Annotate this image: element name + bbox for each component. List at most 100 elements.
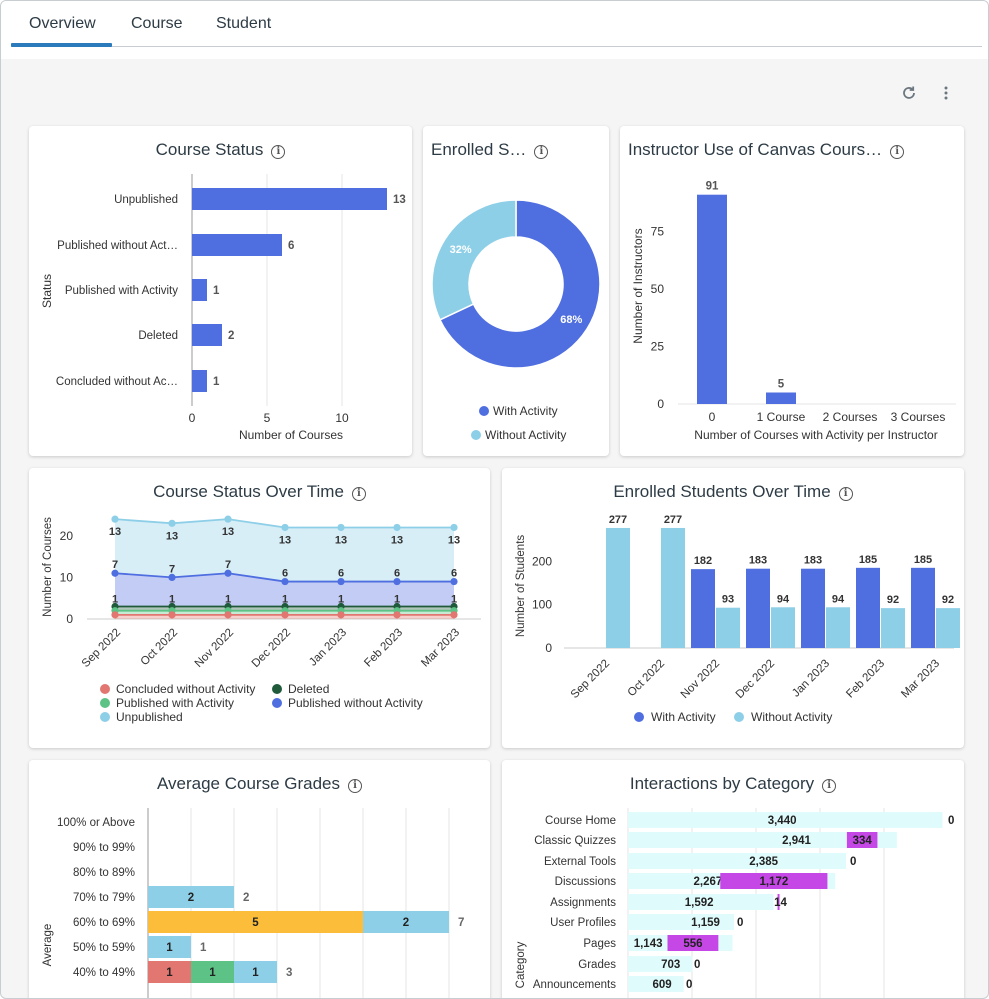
y-tick-label: 0 [66, 612, 73, 626]
series-point [337, 611, 345, 619]
x-tick-label: 1 Course [757, 410, 806, 424]
data-label: 1 [213, 285, 220, 297]
info-icon[interactable]: i [534, 145, 549, 159]
data-label: 13 [166, 530, 178, 542]
data-label: 7 [112, 559, 118, 571]
y-tick-label: 75 [651, 225, 665, 239]
bar [826, 607, 850, 648]
legend-label: Unpublished [116, 710, 183, 724]
category-label: Concluded without Ac… [56, 376, 178, 388]
bar [628, 832, 897, 848]
bar [911, 567, 935, 648]
category-label: Classic Quizzes [534, 835, 616, 847]
data-label: 13 [448, 534, 460, 546]
series-point [168, 573, 176, 581]
course-status-title: Course Status i [29, 140, 412, 160]
tab-course[interactable]: Course [131, 15, 183, 32]
x-tick-label: Sep 2022 [80, 627, 123, 670]
x-tick-label: Nov 2022 [679, 658, 722, 701]
category-label: Unpublished [114, 194, 178, 206]
info-icon[interactable]: i [348, 779, 362, 793]
bar [628, 853, 847, 869]
info-icon[interactable]: i [890, 145, 905, 159]
y-tick-label: 10 [60, 570, 74, 584]
category-label: 70% to 79% [73, 892, 135, 904]
data-label: 2,941 [782, 835, 811, 847]
legend-label: With Activity [493, 404, 558, 418]
data-label: 1 [394, 594, 400, 606]
x-tick-label: Mar 2023 [419, 627, 462, 670]
x-axis-title: Number of Courses [239, 428, 343, 442]
refresh-icon[interactable] [900, 85, 918, 103]
bar [746, 568, 770, 648]
x-tick-label: 2 Courses [823, 410, 878, 424]
bar [801, 568, 825, 648]
series-point [168, 519, 176, 527]
series-point [111, 569, 119, 577]
data-label: 91 [706, 181, 719, 193]
status-over-time-card: Course Status Over Time i 0 10 20 1 1 1 1 1 1 1 7 7 7… [29, 468, 490, 748]
info-icon[interactable]: i [271, 145, 286, 159]
slice-label: 68% [560, 314, 582, 326]
data-label: 2 [188, 892, 194, 904]
legend-marker [634, 712, 644, 722]
data-label: 1,159 [691, 917, 720, 929]
data-label: 1,592 [685, 897, 714, 909]
tab-student[interactable]: Student [216, 15, 272, 32]
data-label: 185 [859, 554, 877, 566]
x-tick-label: Feb 2023 [362, 627, 405, 670]
donut-slice [431, 199, 517, 321]
bar [716, 607, 740, 648]
bar [628, 914, 734, 930]
data-label: 277 [609, 514, 627, 526]
category-label: Pages [583, 938, 616, 950]
legend-label: Concluded without Activity [116, 682, 255, 696]
data-label: 13 [279, 534, 291, 546]
y-axis-title: Status [40, 274, 54, 308]
y-tick-label: 20 [60, 529, 74, 543]
bar [628, 894, 774, 910]
bar [628, 976, 684, 992]
series-point [337, 523, 345, 532]
category-label: Deleted [138, 330, 178, 342]
y-axis-title: Category [515, 941, 527, 988]
data-label: 92 [887, 594, 899, 606]
donut-slice [438, 199, 601, 369]
series-point [168, 611, 176, 619]
more-vertical-icon[interactable] [937, 85, 955, 103]
data-label: 94 [777, 593, 790, 605]
data-label: 13 [222, 526, 234, 538]
legend-marker [100, 712, 110, 722]
bar [628, 956, 693, 972]
bar [234, 961, 277, 983]
legend-marker [479, 406, 489, 416]
data-label: 6 [451, 568, 457, 580]
series-point [111, 611, 119, 619]
interactions-chart: Course Home 3,440 0 Classic Quizzes 2,941 334… [515, 808, 954, 998]
info-icon[interactable]: i [822, 779, 837, 793]
info-icon[interactable]: i [351, 487, 366, 501]
data-label: 13 [109, 526, 121, 538]
tab-active-indicator [11, 43, 112, 47]
legend-label: Deleted [288, 682, 329, 696]
data-label: 1 [209, 967, 216, 979]
students-over-time-title: Enrolled Students Over Time i [502, 482, 964, 502]
series-point [111, 515, 119, 523]
data-label: 14 [774, 897, 787, 909]
course-grades-card: Average Course Grades i 100% or Above 90% … [29, 760, 490, 998]
bar [363, 911, 449, 933]
y-tick-label: 100 [532, 598, 552, 612]
series-point [281, 611, 289, 619]
series-point [450, 577, 458, 586]
tab-overview[interactable]: Overview [29, 15, 96, 32]
bar [936, 608, 960, 648]
x-tick-label: 5 [264, 411, 271, 425]
bar [148, 911, 363, 933]
data-label: 2,385 [749, 856, 778, 868]
interactions-card: Interactions by Category i Course Home 3,4… [502, 760, 964, 998]
tab-divider [11, 46, 982, 47]
category-label: User Profiles [550, 917, 616, 929]
x-tick-label: Nov 2022 [193, 627, 236, 670]
info-icon[interactable]: i [838, 487, 853, 501]
